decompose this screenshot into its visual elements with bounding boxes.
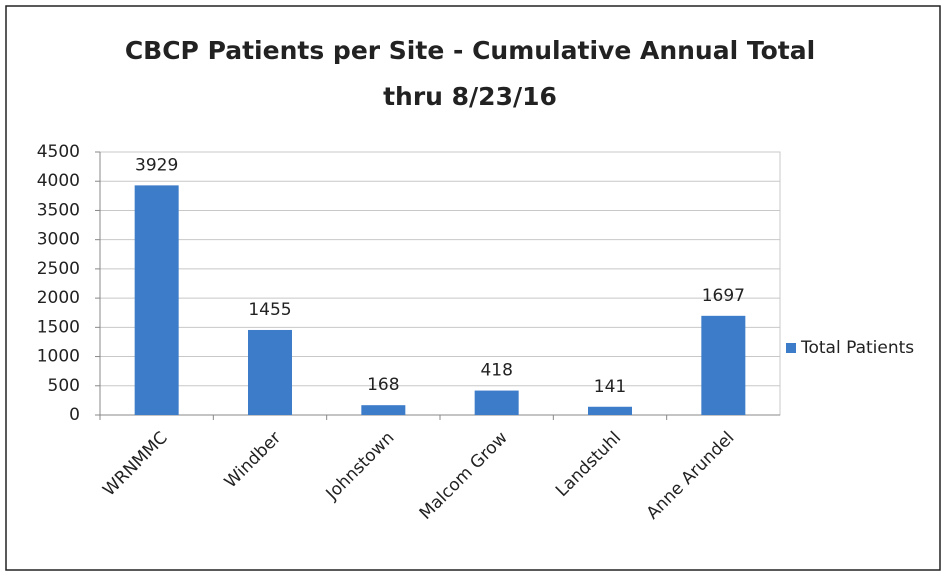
y-tick-label: 4500: [37, 142, 80, 162]
data-label: 3929: [135, 155, 178, 175]
bar: [248, 329, 292, 415]
y-tick-label: 2500: [37, 259, 80, 279]
y-tick-label: 2000: [37, 288, 80, 308]
chart-title: CBCP Patients per Site - Cumulative Annu…: [125, 36, 815, 65]
data-label: 141: [594, 377, 626, 397]
data-label: 168: [367, 375, 399, 395]
y-tick-label: 3000: [37, 230, 80, 250]
y-tick-label: 0: [69, 405, 80, 425]
legend-label: Total Patients: [800, 338, 914, 358]
data-label: 1455: [248, 300, 291, 320]
bar: [588, 406, 632, 415]
bar: [361, 405, 406, 415]
y-tick-label: 1000: [37, 347, 80, 367]
bar: [474, 390, 519, 415]
data-label: 418: [480, 361, 512, 381]
bar: [701, 315, 746, 415]
plot-area: [99, 151, 781, 416]
legend-swatch: [786, 343, 796, 353]
y-tick-label: 4000: [37, 171, 80, 191]
data-label: 1697: [702, 286, 745, 306]
y-tick-label: 3500: [37, 200, 80, 220]
y-tick-label: 1500: [37, 317, 80, 337]
chart-title: thru 8/23/16: [383, 82, 557, 111]
y-tick-label: 500: [48, 376, 80, 396]
bar: [134, 185, 179, 415]
